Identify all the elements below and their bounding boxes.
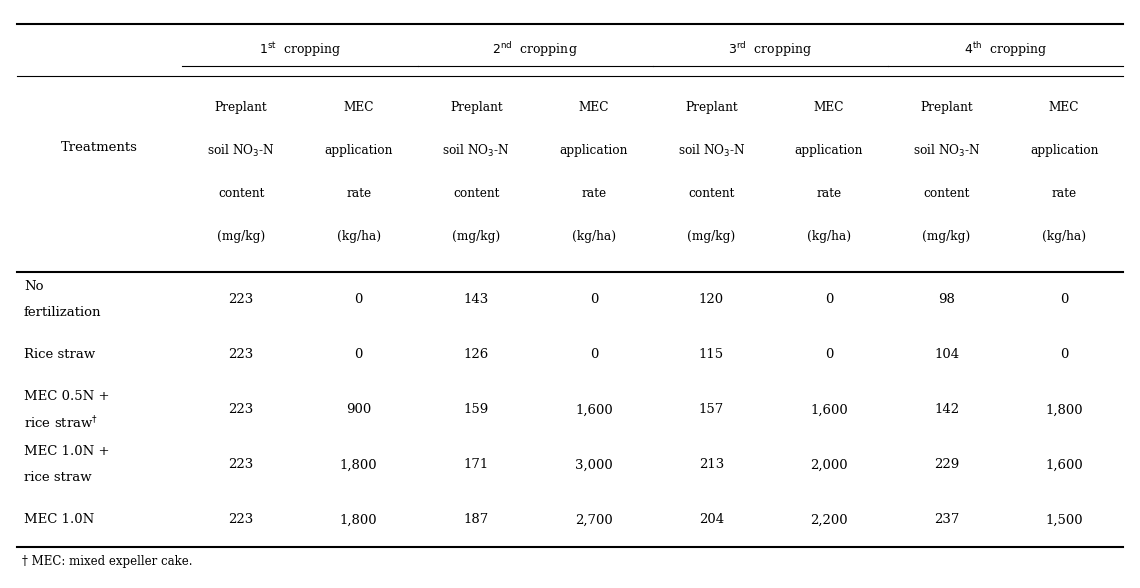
Text: application: application	[1029, 144, 1098, 157]
Text: 142: 142	[934, 403, 959, 416]
Text: 3,000: 3,000	[575, 458, 612, 472]
Text: (mg/kg): (mg/kg)	[687, 229, 735, 242]
Text: MEC: MEC	[579, 101, 609, 114]
Text: 104: 104	[934, 348, 959, 362]
Text: 213: 213	[699, 458, 724, 472]
Text: MEC 0.5N +: MEC 0.5N +	[24, 390, 109, 403]
Text: soil NO$_3$-N: soil NO$_3$-N	[207, 142, 275, 159]
Text: (mg/kg): (mg/kg)	[453, 229, 500, 242]
Text: $3^{\mathrm{rd}}$  cropping: $3^{\mathrm{rd}}$ cropping	[728, 40, 812, 59]
Text: 1,800: 1,800	[340, 458, 377, 472]
Text: content: content	[689, 187, 734, 200]
Text: 1,500: 1,500	[1045, 513, 1083, 526]
Text: $4^{\mathrm{th}}$  cropping: $4^{\mathrm{th}}$ cropping	[963, 40, 1048, 59]
Text: 143: 143	[464, 293, 489, 306]
Text: Preplant: Preplant	[450, 101, 503, 114]
Text: 159: 159	[464, 403, 489, 416]
Text: 1,800: 1,800	[340, 513, 377, 526]
Text: 0: 0	[1060, 348, 1068, 362]
Text: 223: 223	[228, 348, 254, 362]
Text: 223: 223	[228, 293, 254, 306]
Text: soil NO$_3$-N: soil NO$_3$-N	[677, 142, 746, 159]
Text: $1^{\mathrm{st}}$  cropping: $1^{\mathrm{st}}$ cropping	[259, 40, 341, 59]
Text: $2^{\mathrm{nd}}$  cropping: $2^{\mathrm{nd}}$ cropping	[492, 40, 578, 59]
Text: 1,600: 1,600	[575, 403, 612, 416]
Text: application: application	[795, 144, 863, 157]
Text: 223: 223	[228, 403, 254, 416]
Text: (kg/ha): (kg/ha)	[807, 229, 852, 242]
Text: soil NO$_3$-N: soil NO$_3$-N	[442, 142, 511, 159]
Text: application: application	[325, 144, 393, 157]
Text: rate: rate	[581, 187, 606, 200]
Text: 0: 0	[355, 293, 363, 306]
Text: 1,600: 1,600	[1045, 458, 1083, 472]
Text: 229: 229	[934, 458, 959, 472]
Text: Preplant: Preplant	[214, 101, 268, 114]
Text: 2,200: 2,200	[811, 513, 848, 526]
Text: rate: rate	[816, 187, 841, 200]
Text: Treatments: Treatments	[62, 142, 138, 155]
Text: rate: rate	[347, 187, 372, 200]
Text: 120: 120	[699, 293, 724, 306]
Text: MEC: MEC	[1049, 101, 1080, 114]
Text: MEC 1.0N: MEC 1.0N	[24, 513, 95, 526]
Text: rice straw$^{\dag}$: rice straw$^{\dag}$	[24, 415, 98, 431]
Text: 98: 98	[938, 293, 955, 306]
Text: 2,000: 2,000	[811, 458, 848, 472]
Text: 171: 171	[464, 458, 489, 472]
Text: Rice straw: Rice straw	[24, 348, 96, 362]
Text: application: application	[560, 144, 628, 157]
Text: 0: 0	[1060, 293, 1068, 306]
Text: (mg/kg): (mg/kg)	[922, 229, 970, 242]
Text: 0: 0	[825, 348, 833, 362]
Text: content: content	[218, 187, 264, 200]
Text: 115: 115	[699, 348, 724, 362]
Text: 2,700: 2,700	[575, 513, 612, 526]
Text: Preplant: Preplant	[685, 101, 738, 114]
Text: 1,800: 1,800	[1045, 403, 1083, 416]
Text: 900: 900	[347, 403, 372, 416]
Text: 0: 0	[355, 348, 363, 362]
Text: 1,600: 1,600	[811, 403, 848, 416]
Text: 223: 223	[228, 458, 254, 472]
Text: 223: 223	[228, 513, 254, 526]
Text: 0: 0	[589, 293, 598, 306]
Text: 157: 157	[699, 403, 724, 416]
Text: † MEC: mixed expeller cake.: † MEC: mixed expeller cake.	[22, 555, 193, 568]
Text: fertilization: fertilization	[24, 306, 101, 319]
Text: Preplant: Preplant	[920, 101, 972, 114]
Text: MEC 1.0N +: MEC 1.0N +	[24, 445, 109, 458]
Text: soil NO$_3$-N: soil NO$_3$-N	[913, 142, 980, 159]
Text: 187: 187	[464, 513, 489, 526]
Text: rice straw: rice straw	[24, 472, 91, 485]
Text: (kg/ha): (kg/ha)	[1042, 229, 1086, 242]
Text: 126: 126	[464, 348, 489, 362]
Text: No: No	[24, 280, 43, 293]
Text: MEC: MEC	[814, 101, 845, 114]
Text: 0: 0	[589, 348, 598, 362]
Text: MEC: MEC	[343, 101, 374, 114]
Text: (kg/ha): (kg/ha)	[336, 229, 381, 242]
Text: (kg/ha): (kg/ha)	[572, 229, 616, 242]
Text: 237: 237	[934, 513, 959, 526]
Text: content: content	[923, 187, 970, 200]
Text: (mg/kg): (mg/kg)	[217, 229, 266, 242]
Text: rate: rate	[1051, 187, 1076, 200]
Text: content: content	[453, 187, 499, 200]
Text: 204: 204	[699, 513, 724, 526]
Text: 0: 0	[825, 293, 833, 306]
